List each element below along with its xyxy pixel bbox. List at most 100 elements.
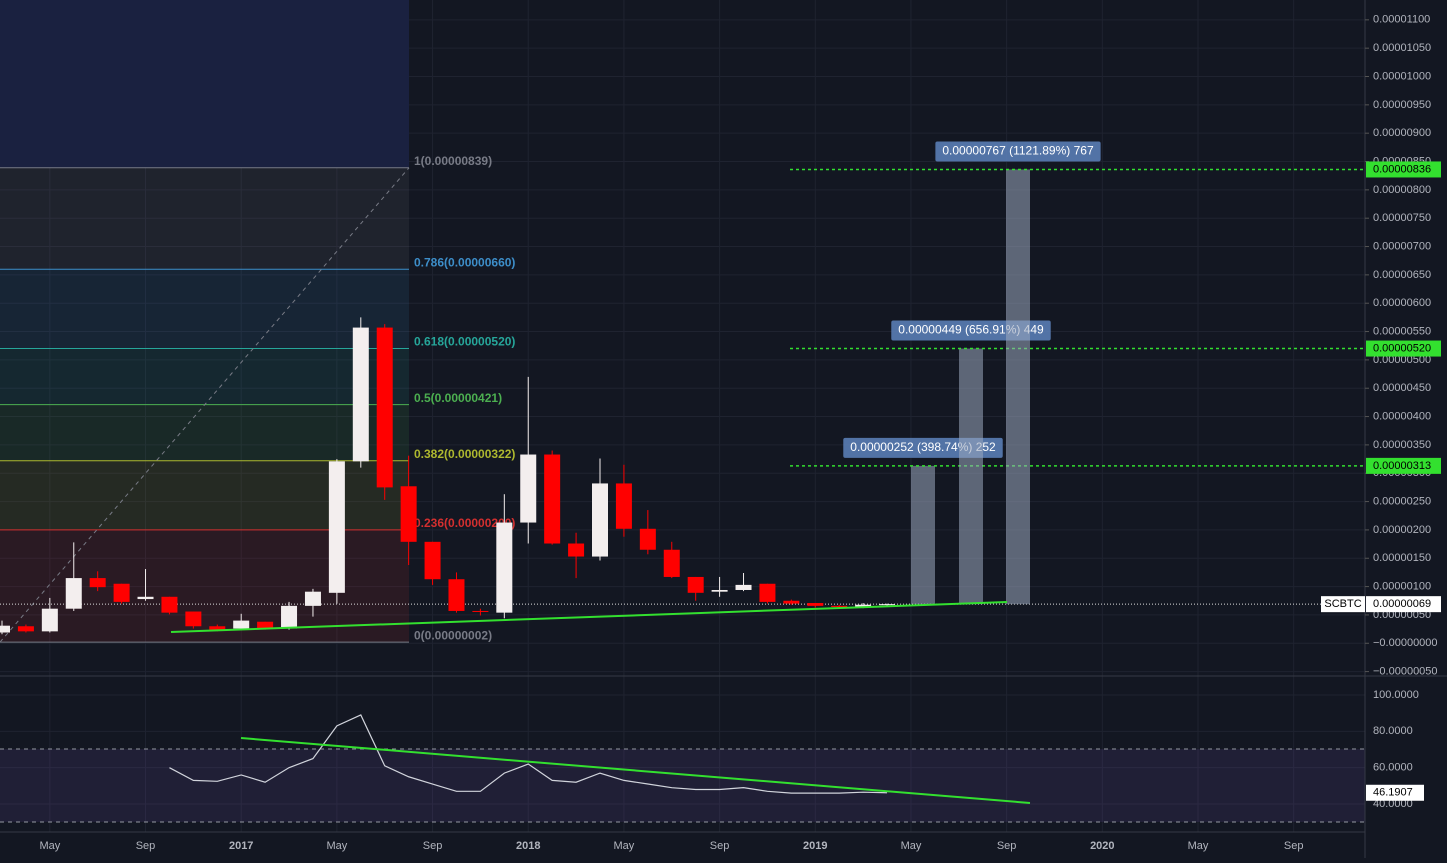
candle-body [496,522,513,613]
x-tick-label: 2020 [1090,840,1114,852]
fib-top-zone [0,0,409,168]
candle-body [831,605,848,607]
last-price-box [1366,596,1441,613]
candle-body [735,584,752,590]
candle-body [376,327,393,488]
candle-body [472,610,489,612]
candle-body [592,483,608,557]
fib-label: 0.618(0.00000520) [414,335,515,349]
candle-body [0,625,10,633]
rsi-tick-label: 100.0000 [1373,689,1419,701]
y-tick-label: 0.00000400 [1373,410,1431,422]
fibonacci: 1(0.00000839) 0.786(0.00000660) 0.618(0.00… [0,0,515,643]
rsi-tick-label: 40.0000 [1373,798,1413,810]
rsi-last-box [1366,784,1424,801]
candle-body [663,549,680,577]
candle-body [759,583,776,602]
target-price-box [1366,161,1441,178]
y-tick-label: 0.00000150 [1373,552,1431,564]
x-tick-label: May [614,840,635,852]
candle-body [209,626,226,630]
target-price-box [1366,340,1441,357]
y-tick-label: 0.00001050 [1373,42,1431,54]
y-tick-label: 0.00000800 [1373,184,1431,196]
y-tick-label: 0.00000950 [1373,99,1431,111]
rsi-trend-line [240,737,1031,804]
candle-body [568,543,585,557]
x-tick-label: 2017 [229,840,253,852]
rsi-band [0,749,1365,822]
last-price-label: 0.00000069 [1373,598,1431,610]
candle-body [257,621,274,629]
y-tick-label: 0.00000750 [1373,212,1431,224]
candle-body [615,483,632,529]
candle-body [89,578,106,588]
y-tick-label: 0.00001000 [1373,70,1431,82]
symbol-box [1321,596,1365,613]
y-tick-label: 0.00000450 [1373,382,1431,394]
y-tick-label: 0.00001100 [1373,14,1430,26]
fib-diagonal [0,167,410,643]
candle-body [233,620,250,629]
candle-body [879,604,896,606]
x-tick-label: May [901,840,922,852]
symbol-label: SCBTC [1324,598,1361,610]
candle-body [65,578,82,609]
target-label: 0.00000767 (1121.89%) 767 [942,144,1094,158]
fib-zone [0,404,409,461]
fib-label: 0.382(0.00000322) [414,447,515,461]
candle-body [807,603,824,606]
candle-body [328,461,345,593]
trend-line [170,601,1008,633]
target-bar [1006,169,1030,605]
x-tick-label: 2019 [803,840,827,852]
x-tick-label: Sep [136,840,156,852]
candle-body [783,600,800,604]
candle-body [639,528,656,550]
x-tick-label: Sep [423,840,443,852]
target-price-label: 0.00000836 [1373,163,1431,175]
candle-body [520,454,537,523]
x-tick-label: Sep [710,840,730,852]
fib-label: 0(0.00000002) [414,628,492,642]
candle-body [304,591,321,606]
y-tick-label: 0.00000350 [1373,439,1431,451]
x-tick-label: Sep [997,840,1017,852]
target-label-box [935,141,1101,162]
y-tick-label: 0.00000200 [1373,524,1431,536]
x-tick-label: May [326,840,347,852]
grid [0,0,1365,832]
target-price-label: 0.00000520 [1373,342,1431,354]
y-tick-label: 0.00000900 [1373,127,1431,139]
candle-body [185,611,202,627]
x-tick-label: May [1188,840,1209,852]
rsi-tick-label: 80.0000 [1373,725,1413,737]
y-tick-label: −0.00000000 [1373,637,1438,649]
candle-body [424,541,441,580]
y-tick-label: 0.00000250 [1373,495,1431,507]
axes: −0.00000050−0.000000000.000000500.000001… [39,14,1441,852]
candle-body [113,583,130,602]
y-tick-label: 0.00000500 [1373,354,1431,366]
target-price-label: 0.00000313 [1373,460,1431,472]
candle-body [352,327,369,462]
x-tick-label: 2018 [516,840,540,852]
candle-body [161,596,178,613]
rsi-tick-label: 60.0000 [1373,762,1413,774]
fib-label: 0.786(0.00000660) [414,255,515,269]
candle-body [400,486,417,542]
candle-body [448,579,465,611]
x-tick-label: May [39,840,60,852]
y-tick-label: 0.00000600 [1373,297,1431,309]
fib-zone [0,269,409,349]
candle-body [711,589,728,592]
candle-body [17,626,34,632]
x-tick-label: Sep [1284,840,1304,852]
y-tick-label: 0.00000700 [1373,240,1431,252]
y-tick-label: 0.00000550 [1373,325,1431,337]
target-bar [911,465,935,605]
candle-body [137,596,154,600]
target-price-box [1366,457,1441,474]
